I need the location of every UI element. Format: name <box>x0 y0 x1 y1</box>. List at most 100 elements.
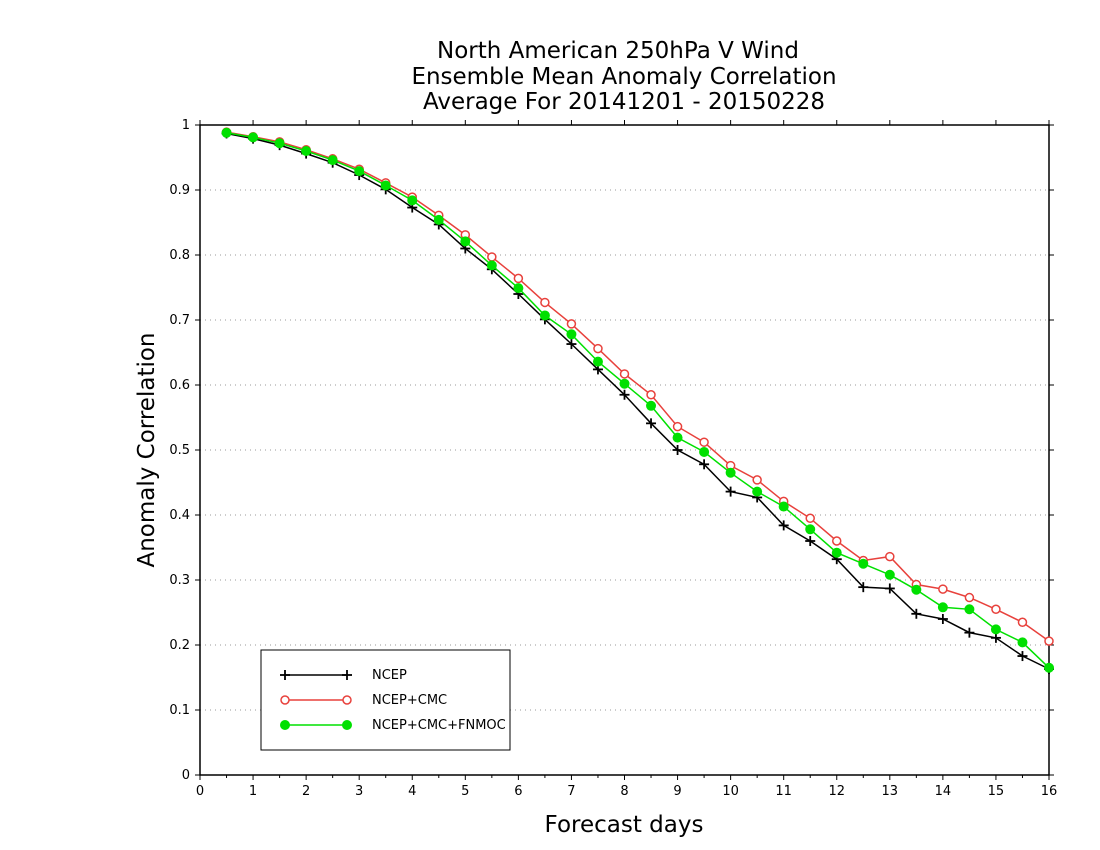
point-marker <box>513 283 524 294</box>
point-marker <box>964 604 975 615</box>
x-tick-label: 13 <box>882 784 899 799</box>
point-marker <box>699 446 710 457</box>
point-marker <box>619 389 630 400</box>
point-marker <box>380 180 391 191</box>
point-marker <box>342 670 352 680</box>
point-marker <box>592 356 603 367</box>
point-marker <box>725 486 736 497</box>
point-marker <box>280 695 290 705</box>
y-tick-label: 0.7 <box>169 313 190 328</box>
point-marker <box>938 584 948 594</box>
series-ncep-cmc-fnmoc <box>221 127 1054 673</box>
point-marker <box>327 155 338 166</box>
point-marker <box>566 339 577 350</box>
x-tick-label: 16 <box>1041 784 1058 799</box>
point-marker <box>805 536 816 546</box>
point-marker <box>937 614 948 624</box>
point-marker <box>1044 636 1054 646</box>
y-tick-label: 0 <box>182 768 190 783</box>
gridlines <box>200 189 1049 711</box>
x-tick-label: 9 <box>673 784 681 799</box>
point-marker <box>354 166 365 177</box>
x-tick-label: 12 <box>828 784 845 799</box>
y-tick-label: 0.9 <box>169 183 190 198</box>
point-marker <box>911 584 922 595</box>
point-marker <box>221 127 232 138</box>
point-marker <box>342 695 352 705</box>
x-axis-label: Forecast days <box>545 812 704 838</box>
x-tick-label: 8 <box>620 784 628 799</box>
chart-title: North American 250hPa V Wind Ensemble Me… <box>411 38 836 115</box>
legend-label: NCEP <box>372 668 407 683</box>
point-marker <box>672 421 683 432</box>
point-marker <box>885 551 895 562</box>
y-tick-label: 0.2 <box>169 638 190 653</box>
point-marker <box>805 513 815 523</box>
point-marker <box>964 592 975 603</box>
point-marker <box>858 582 869 593</box>
x-tick-label: 11 <box>775 784 792 799</box>
point-marker <box>646 418 657 429</box>
point-marker <box>280 720 290 730</box>
x-tick-label: 15 <box>988 784 1005 799</box>
x-tick-label: 6 <box>514 784 522 799</box>
point-marker <box>778 520 789 531</box>
y-tick-label: 1 <box>182 118 190 133</box>
title-line-2: Ensemble Mean Anomaly Correlation <box>411 64 836 90</box>
x-tick-label: 3 <box>355 784 363 799</box>
y-tick-label: 0.3 <box>169 573 190 588</box>
point-marker <box>672 432 683 443</box>
point-marker <box>513 273 524 284</box>
title-line-1: North American 250hPa V Wind <box>437 38 799 64</box>
point-marker <box>805 524 816 535</box>
point-marker <box>964 627 975 638</box>
point-marker <box>831 547 842 558</box>
series-ncep <box>221 128 1054 675</box>
y-tick-label: 0.6 <box>169 378 190 393</box>
point-marker <box>752 475 762 485</box>
title-line-3: Average For 20141201 - 20150228 <box>423 89 825 115</box>
point-marker <box>646 390 656 400</box>
point-marker <box>593 343 603 354</box>
legend: NCEP NCEP+CMC NCEP+CMC+FNMOC <box>260 649 511 751</box>
y-tick-label: 0.1 <box>169 703 190 718</box>
x-tick-label: 1 <box>249 784 257 799</box>
point-marker <box>342 720 352 730</box>
x-tick-label: 4 <box>408 784 416 799</box>
point-marker <box>884 569 895 580</box>
point-marker <box>274 138 285 149</box>
point-marker <box>911 608 922 619</box>
point-marker <box>858 558 869 569</box>
point-marker <box>540 297 550 308</box>
point-marker <box>433 214 444 225</box>
x-tick-label: 5 <box>461 784 469 799</box>
point-marker <box>752 486 763 497</box>
series-line <box>226 132 1050 670</box>
point-marker <box>699 459 710 470</box>
point-marker <box>991 604 1001 614</box>
y-tick-label: 0.4 <box>169 508 190 523</box>
x-tick-label: 14 <box>935 784 952 799</box>
axis-tick-labels: 00.10.20.30.40.50.60.70.80.910 1 2 3 4 5 6 7 8 9 1… <box>169 118 1057 799</box>
point-marker <box>646 400 657 411</box>
point-marker <box>1017 651 1028 662</box>
legend-entry: NCEP+CMC+FNMOC <box>280 718 506 733</box>
point-marker <box>301 146 312 156</box>
x-tick-label: 7 <box>567 784 575 799</box>
point-marker <box>990 632 1001 643</box>
legend-label: NCEP+CMC <box>372 693 447 708</box>
series-line <box>226 131 1050 642</box>
point-marker <box>619 378 630 389</box>
series-layer <box>221 127 1054 675</box>
axis-ticks <box>195 120 1054 780</box>
point-marker <box>937 602 948 613</box>
y-tick-label: 0.8 <box>169 248 190 263</box>
x-tick-label: 0 <box>196 784 204 799</box>
point-marker <box>460 236 471 247</box>
point-marker <box>566 329 577 340</box>
point-marker <box>884 583 895 594</box>
point-marker <box>280 670 290 680</box>
legend-entry: NCEP+CMC <box>280 693 447 708</box>
point-marker <box>1017 617 1028 627</box>
